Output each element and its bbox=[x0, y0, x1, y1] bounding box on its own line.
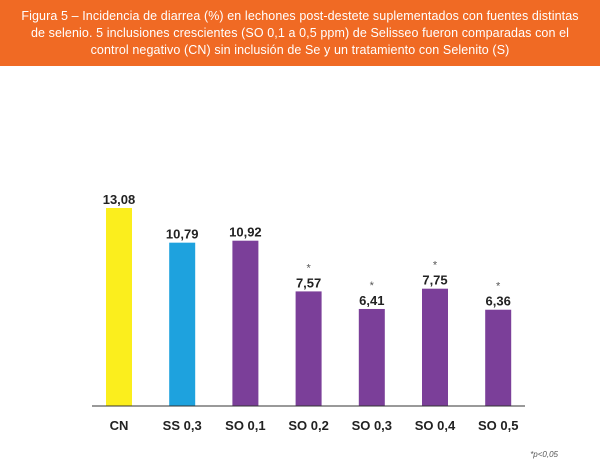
value-label: 6,36 bbox=[486, 294, 511, 309]
caption-banner: Figura 5 – Incidencia de diarrea (%) en … bbox=[0, 0, 600, 66]
category-label: SO 0,1 bbox=[225, 418, 265, 433]
value-label: 10,92 bbox=[229, 225, 262, 240]
bar-so-0-2 bbox=[295, 291, 322, 406]
significance-marker: * bbox=[433, 260, 438, 272]
value-label: 7,57 bbox=[296, 275, 321, 290]
category-label: SO 0,5 bbox=[478, 418, 518, 433]
category-label: SO 0,4 bbox=[415, 418, 456, 433]
category-label: CN bbox=[110, 418, 129, 433]
category-label: SS 0,3 bbox=[163, 418, 202, 433]
category-label: SO 0,3 bbox=[352, 418, 392, 433]
significance-marker: * bbox=[496, 281, 501, 293]
figure-caption: Figura 5 – Incidencia de diarrea (%) en … bbox=[21, 8, 579, 57]
category-label: SO 0,2 bbox=[288, 418, 328, 433]
bar-so-0-4 bbox=[422, 288, 448, 406]
value-label: 13,08 bbox=[103, 192, 136, 207]
bar-cn bbox=[106, 208, 132, 406]
value-label: 10,79 bbox=[166, 227, 199, 242]
value-label: 7,75 bbox=[422, 273, 447, 288]
bar-ss-0-3 bbox=[169, 242, 196, 406]
significance-footnote: *p<0,05 bbox=[530, 450, 558, 459]
bar-so-0-5 bbox=[485, 309, 512, 406]
significance-marker: * bbox=[306, 262, 311, 274]
value-label: 6,41 bbox=[359, 293, 384, 308]
bars-layer bbox=[106, 208, 512, 406]
significance-marker: * bbox=[370, 280, 375, 292]
bar-so-0-1 bbox=[232, 240, 259, 406]
bar-so-0-3 bbox=[358, 308, 385, 406]
